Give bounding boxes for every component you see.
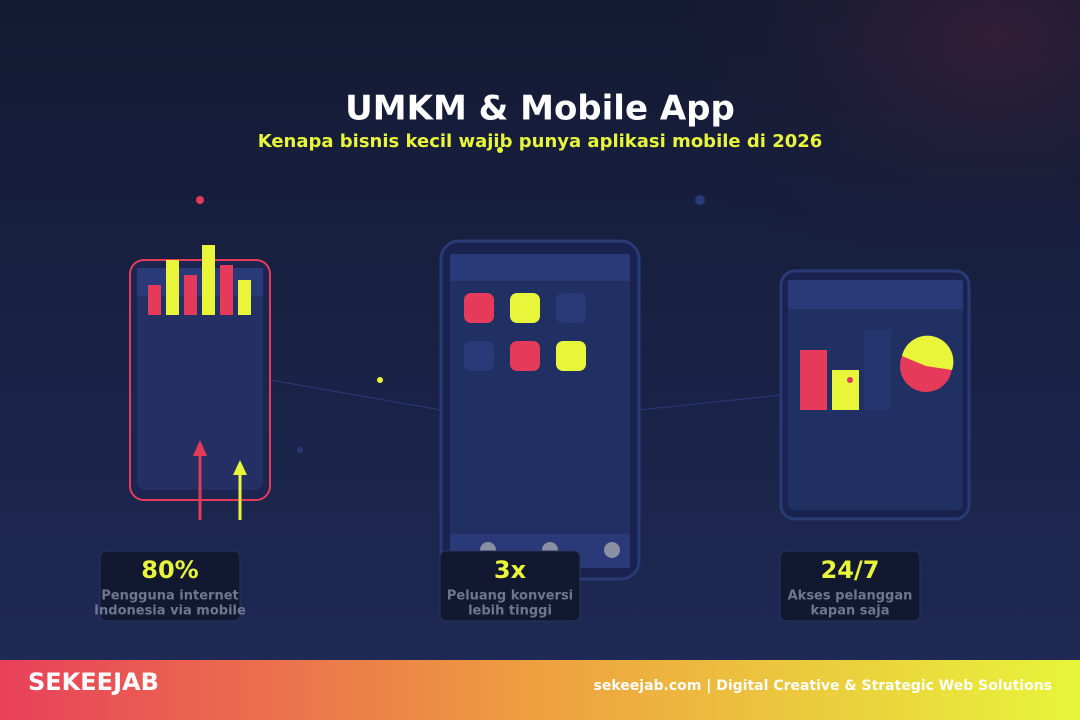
- stat-value: 3x: [494, 556, 527, 584]
- left-phone: [129, 245, 271, 520]
- stat-label: lebih tinggi: [468, 604, 552, 619]
- subtitle: Kenapa bisnis kecil wajib punya aplikasi…: [258, 131, 823, 152]
- stat-label: Peluang konversi: [447, 589, 573, 604]
- middle-phone: [439, 239, 641, 581]
- stat-label: Akses pelanggan: [788, 589, 913, 604]
- stat-value: 24/7: [821, 556, 880, 584]
- stat-value: 80%: [141, 556, 198, 584]
- right-tablet: [779, 269, 971, 521]
- stat-card: [439, 550, 581, 622]
- stat-card: [779, 550, 921, 622]
- stat-label: Pengguna internet: [101, 589, 238, 604]
- footer-text: sekeejab.com | Digital Creative & Strate…: [594, 678, 1052, 694]
- connectors: [269, 379, 782, 411]
- footer-bar: [0, 660, 1080, 720]
- footer-brand: SEKEEJAB: [28, 668, 159, 696]
- stat-card: [99, 550, 241, 622]
- stat-label: kapan saja: [810, 604, 889, 619]
- title: UMKM & Mobile App: [345, 89, 735, 129]
- stat-label: Indonesia via mobile: [94, 604, 246, 619]
